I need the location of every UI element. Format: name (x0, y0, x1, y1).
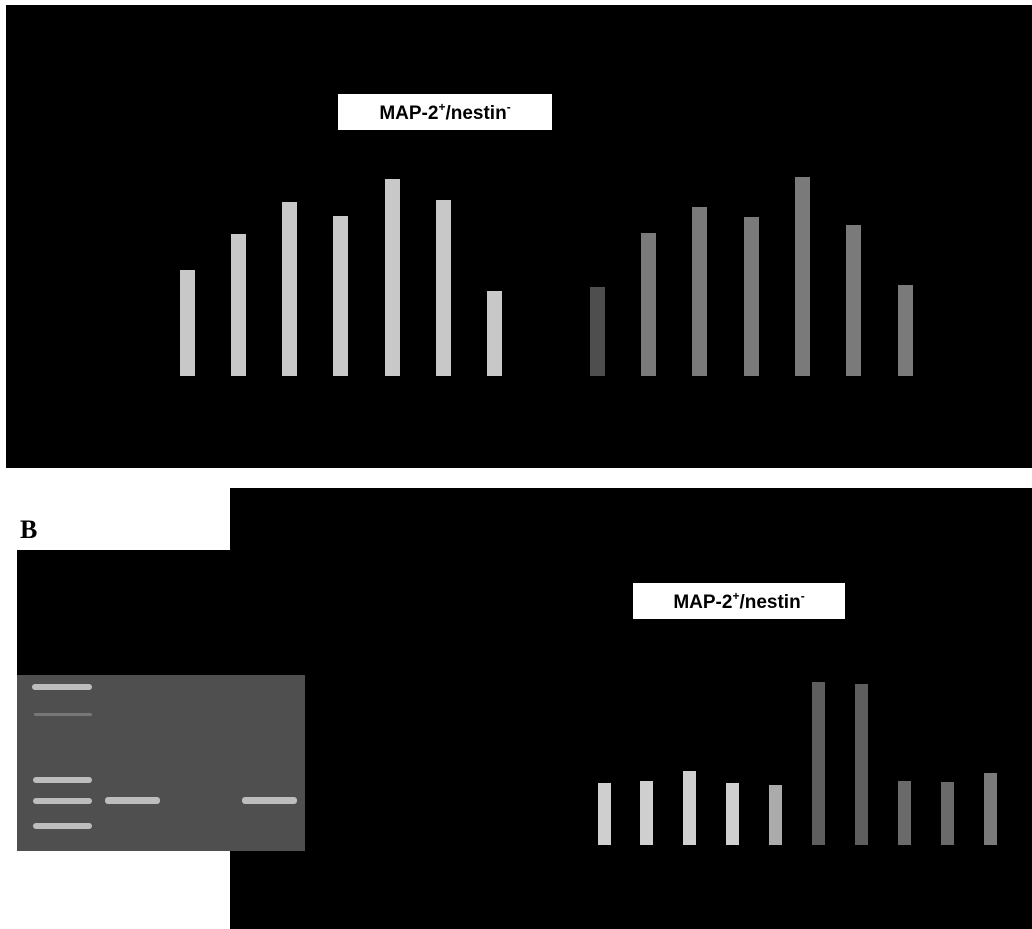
label-main: MAP-2 (379, 103, 438, 124)
label-sup: - (507, 100, 511, 114)
band (231, 234, 246, 376)
sample-band (242, 797, 297, 804)
ladder-band (34, 713, 92, 716)
panel-b-background (230, 488, 1032, 929)
band (898, 781, 911, 845)
band (598, 783, 611, 845)
band (487, 291, 502, 376)
ladder-band (33, 777, 92, 783)
band (941, 782, 954, 845)
ladder-band (33, 823, 92, 829)
band (385, 179, 400, 376)
band (726, 783, 739, 845)
panel-a-label: MAP-2+/nestin- (379, 100, 510, 124)
band (641, 233, 656, 376)
label-sup: - (801, 589, 805, 603)
band (683, 771, 696, 845)
band (795, 177, 810, 376)
band (436, 200, 451, 376)
label-rest: /nestin (739, 592, 800, 613)
band (744, 217, 759, 376)
page: MAP-2+/nestin- B MAP-2+/nestin- (0, 0, 1032, 929)
panel-a-background (6, 5, 1032, 468)
ladder-band (32, 684, 92, 690)
band (333, 216, 348, 376)
band (846, 225, 861, 376)
figure: MAP-2+/nestin- B MAP-2+/nestin- (0, 0, 1032, 929)
label-main: MAP-2 (673, 592, 732, 613)
label-rest: /nestin (445, 103, 506, 124)
panel-b-background (17, 550, 230, 680)
band (282, 202, 297, 376)
band (769, 785, 782, 845)
panel-b-label: MAP-2+/nestin- (673, 589, 804, 613)
band (180, 270, 195, 376)
band (640, 781, 653, 845)
sample-band (105, 797, 160, 804)
ladder-band (33, 798, 92, 804)
band (692, 207, 707, 376)
band (812, 682, 825, 845)
band (855, 684, 868, 845)
panel-letter: B (20, 515, 37, 544)
label-sup: + (732, 589, 739, 603)
band (590, 287, 605, 376)
label-sup: + (438, 100, 445, 114)
band (898, 285, 913, 376)
band (984, 773, 997, 845)
